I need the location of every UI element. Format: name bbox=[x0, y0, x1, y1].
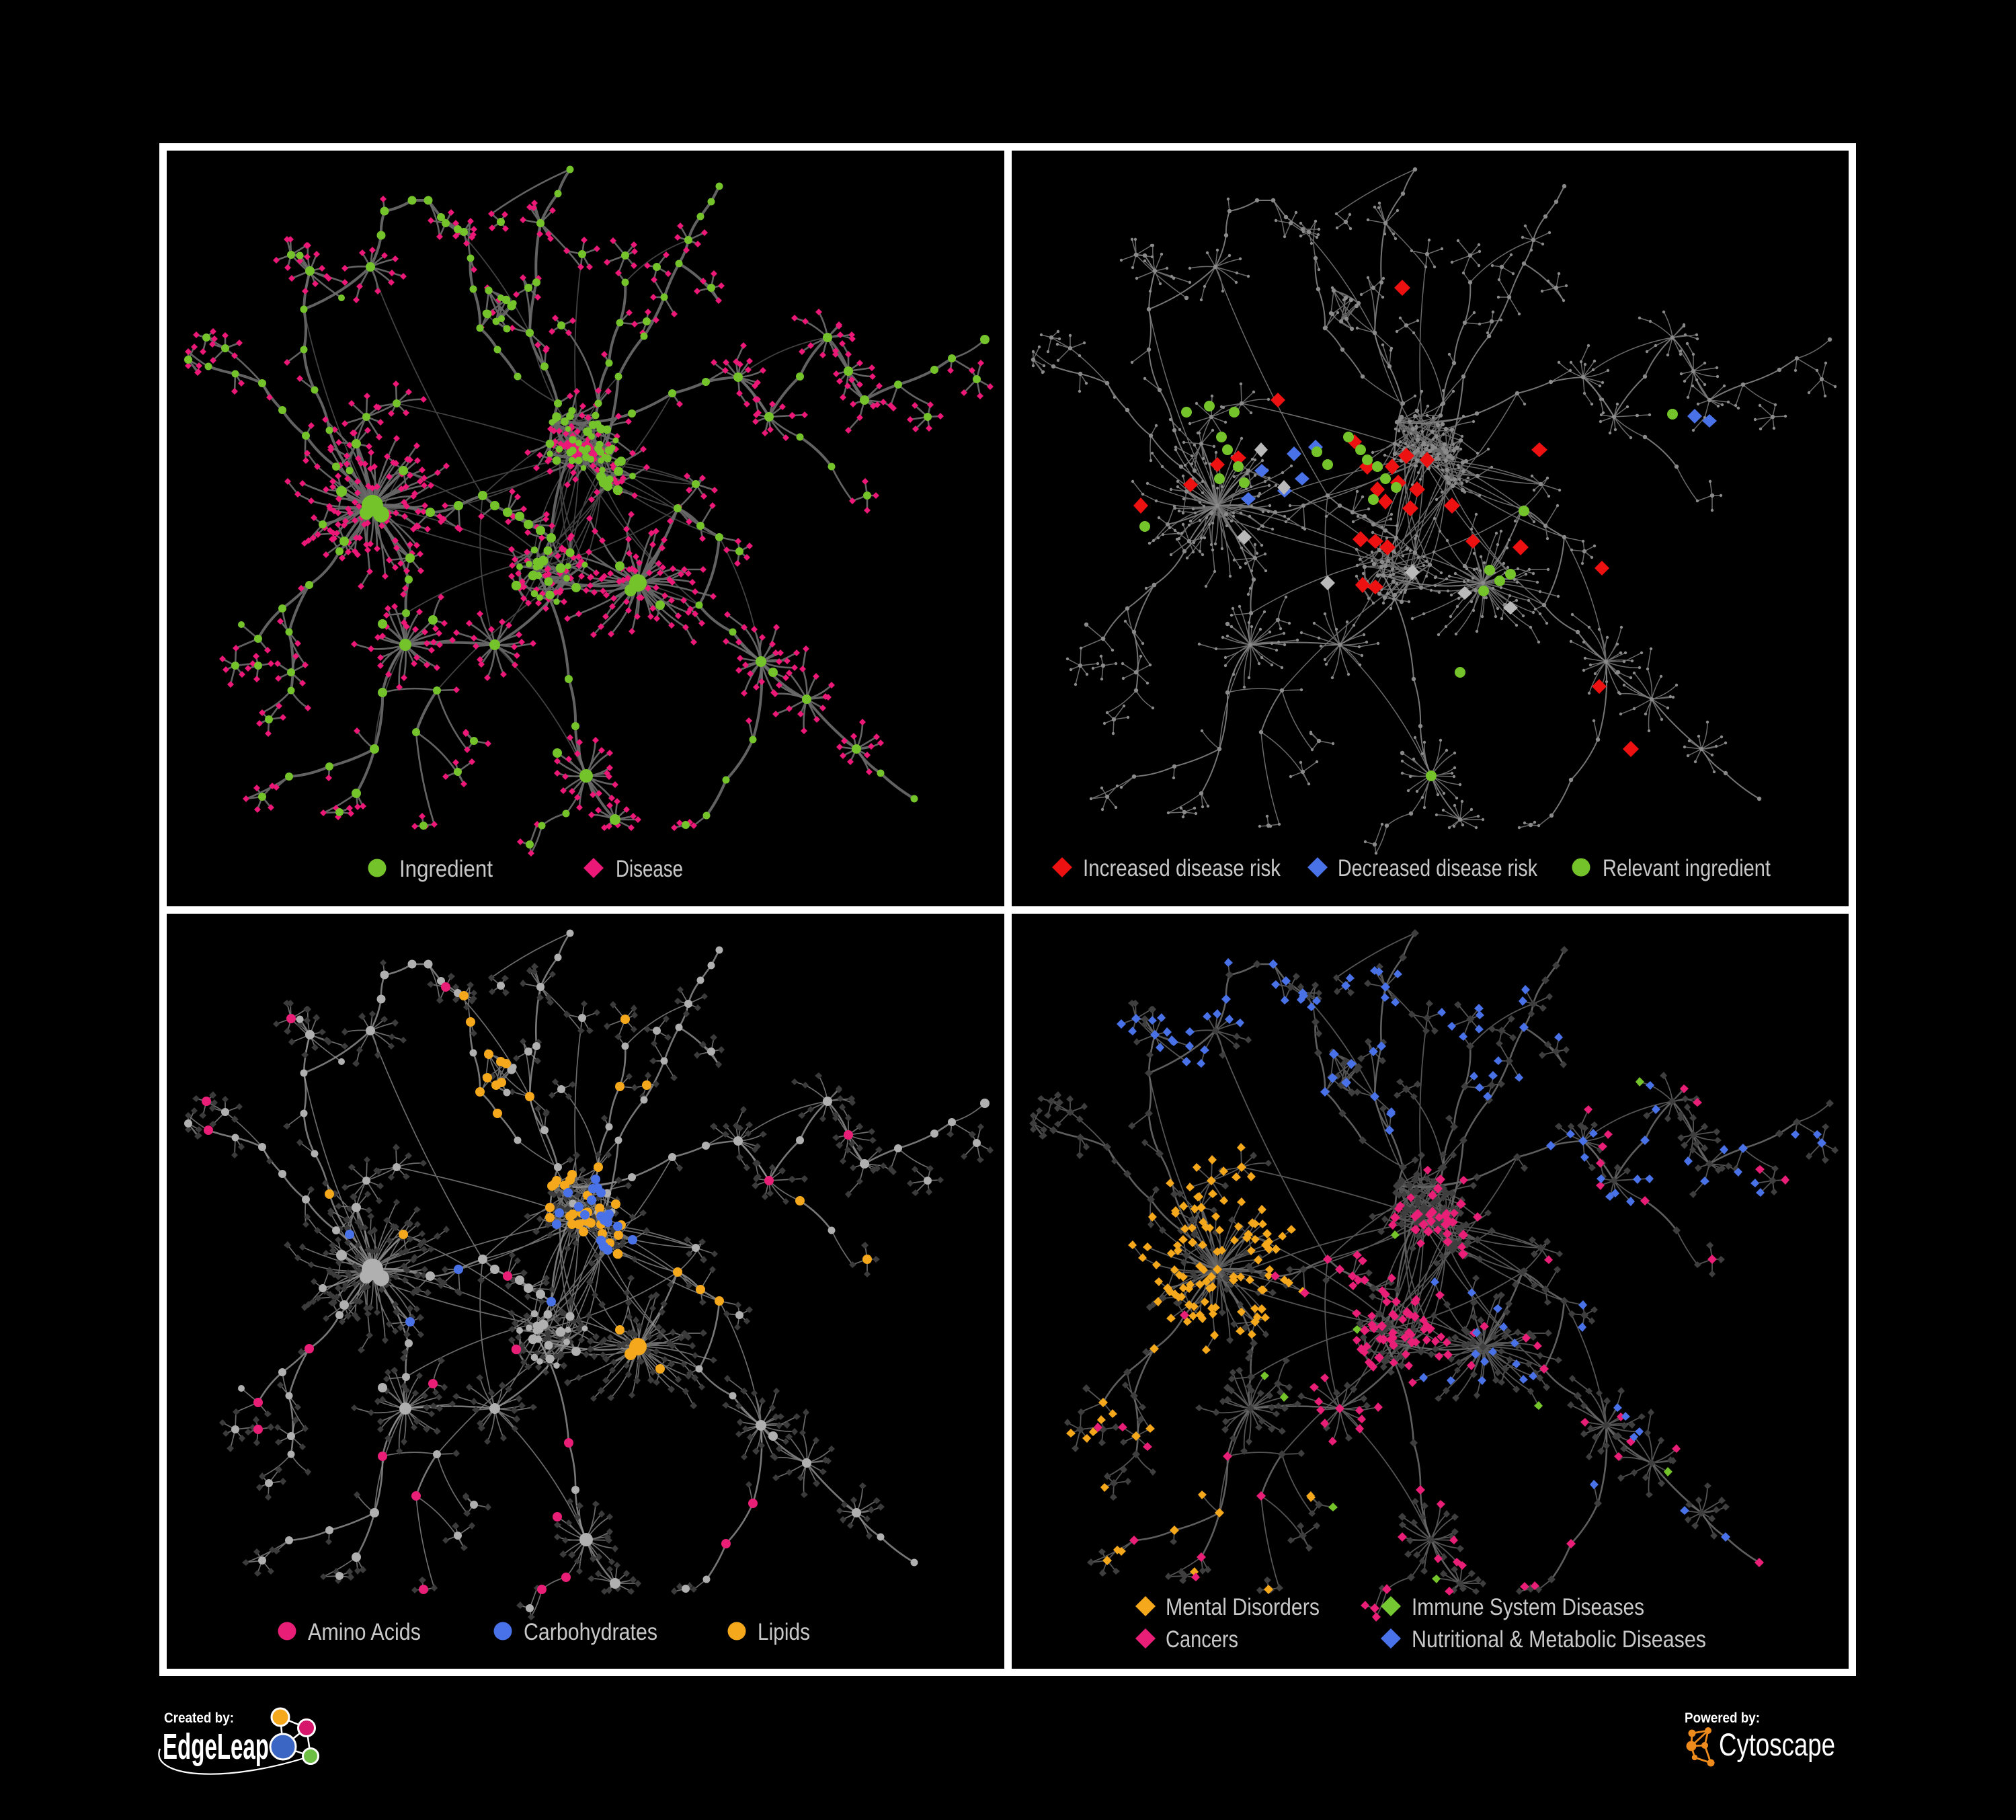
svg-text:Powered by:: Powered by: bbox=[1685, 1710, 1760, 1726]
svg-text:Disease: Disease bbox=[616, 856, 683, 882]
svg-text:EdgeLeap: EdgeLeap bbox=[163, 1727, 269, 1767]
svg-text:Relevant ingredient: Relevant ingredient bbox=[1603, 855, 1771, 881]
svg-text:Nutritional & Metabolic Diseas: Nutritional & Metabolic Diseases bbox=[1412, 1626, 1706, 1653]
svg-text:Cancers: Cancers bbox=[1166, 1626, 1238, 1653]
svg-text:Carbohydrates: Carbohydrates bbox=[524, 1619, 657, 1645]
svg-text:Increased disease risk: Increased disease risk bbox=[1083, 855, 1281, 881]
svg-text:Ingredient: Ingredient bbox=[399, 856, 493, 882]
svg-text:Cytoscape: Cytoscape bbox=[1719, 1727, 1835, 1762]
svg-text:Mental Disorders: Mental Disorders bbox=[1166, 1594, 1320, 1620]
svg-text:Decreased disease risk: Decreased disease risk bbox=[1338, 855, 1537, 881]
svg-text:Immune System Diseases: Immune System Diseases bbox=[1412, 1594, 1644, 1620]
svg-text:Lipids: Lipids bbox=[758, 1619, 810, 1645]
svg-text:Created by:: Created by: bbox=[164, 1710, 234, 1726]
svg-text:Amino Acids: Amino Acids bbox=[308, 1619, 421, 1645]
